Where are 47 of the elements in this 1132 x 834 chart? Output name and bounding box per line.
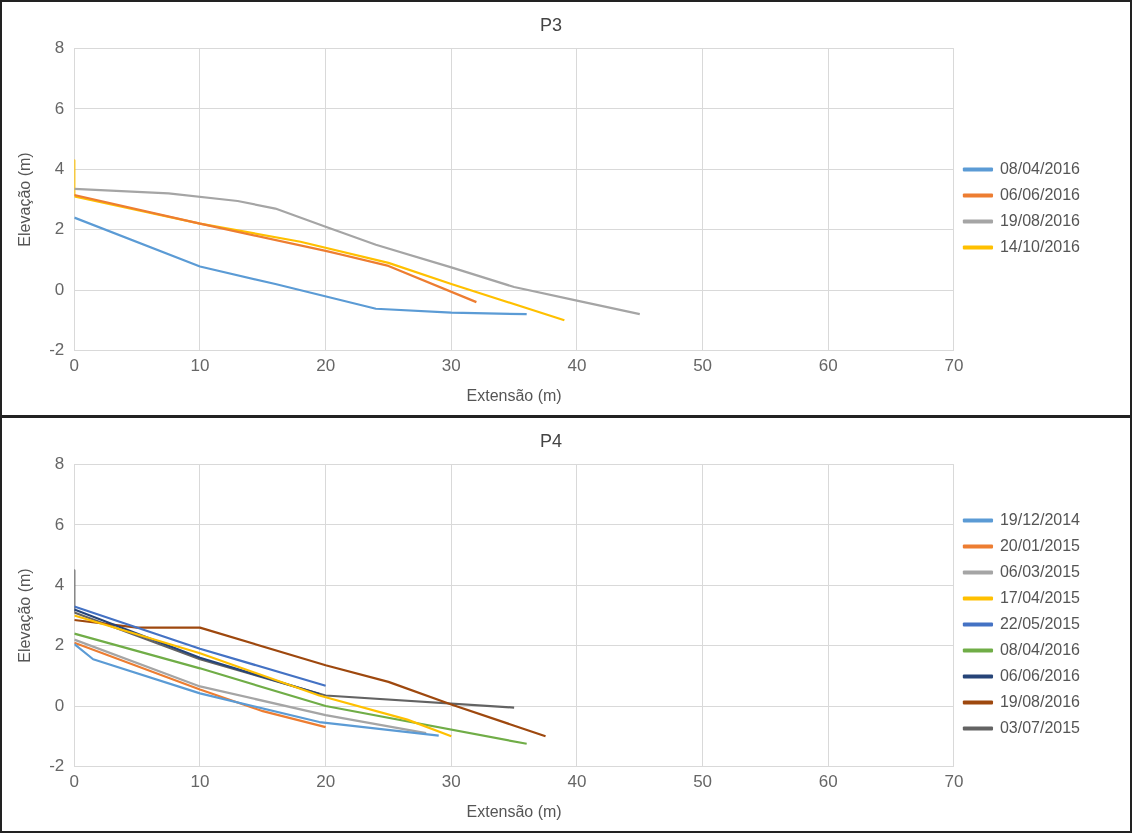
- chart-title: P3: [539, 14, 563, 35]
- legend-label: 06/06/2016: [999, 666, 1081, 684]
- legend-label: 19/08/2016: [999, 692, 1081, 710]
- x-tick-label: 70: [944, 356, 964, 376]
- chart-title: P4: [539, 430, 563, 451]
- legend-label: 06/03/2015: [999, 562, 1081, 580]
- x-tick-label: 40: [567, 772, 587, 792]
- y-tick-label: 8: [54, 38, 65, 58]
- y-tick-label: 4: [54, 575, 65, 595]
- x-tick-label: 60: [818, 356, 838, 376]
- x-tick-label: 0: [69, 772, 80, 792]
- y-tick-label: 2: [54, 635, 65, 655]
- y-axis-title: Elevação (m): [16, 568, 34, 663]
- y-tick-label: 0: [54, 695, 65, 715]
- x-tick-label: 70: [944, 772, 964, 792]
- legend-label: 17/04/2015: [999, 588, 1081, 606]
- legend-label: 22/05/2015: [999, 614, 1081, 632]
- y-tick-label: 6: [54, 514, 65, 534]
- x-tick-label: 20: [316, 772, 336, 792]
- y-tick-label: 8: [54, 454, 65, 474]
- x-axis-title: Extensão (m): [466, 802, 562, 820]
- legend-label: 08/04/2016: [999, 640, 1081, 658]
- x-tick-label: 0: [69, 356, 80, 376]
- legend-label: 03/07/2015: [999, 718, 1081, 736]
- legend-label: 19/12/2014: [999, 510, 1081, 528]
- x-tick-label: 30: [441, 772, 461, 792]
- y-tick-label: 6: [54, 98, 65, 118]
- y-tick-label: 0: [54, 279, 65, 299]
- x-tick-label: 50: [693, 772, 713, 792]
- legend-label: 08/04/2016: [999, 159, 1081, 177]
- x-tick-label: 50: [693, 356, 713, 376]
- x-tick-label: 60: [818, 772, 838, 792]
- y-axis-title: Elevação (m): [16, 152, 34, 247]
- legend-label: 06/06/2016: [999, 185, 1081, 203]
- x-tick-label: 10: [190, 356, 210, 376]
- y-tick-label: -2: [49, 340, 65, 360]
- x-tick-label: 10: [190, 772, 210, 792]
- y-tick-label: 2: [54, 219, 65, 239]
- x-tick-label: 20: [316, 356, 336, 376]
- y-tick-label: -2: [49, 756, 65, 776]
- x-tick-label: 40: [567, 356, 587, 376]
- x-tick-label: 30: [441, 356, 461, 376]
- y-tick-label: 4: [54, 159, 65, 179]
- legend-label: 19/08/2016: [999, 211, 1081, 229]
- legend-label: 20/01/2015: [999, 536, 1081, 554]
- legend-label: 14/10/2016: [999, 237, 1081, 255]
- x-axis-title: Extensão (m): [466, 386, 562, 404]
